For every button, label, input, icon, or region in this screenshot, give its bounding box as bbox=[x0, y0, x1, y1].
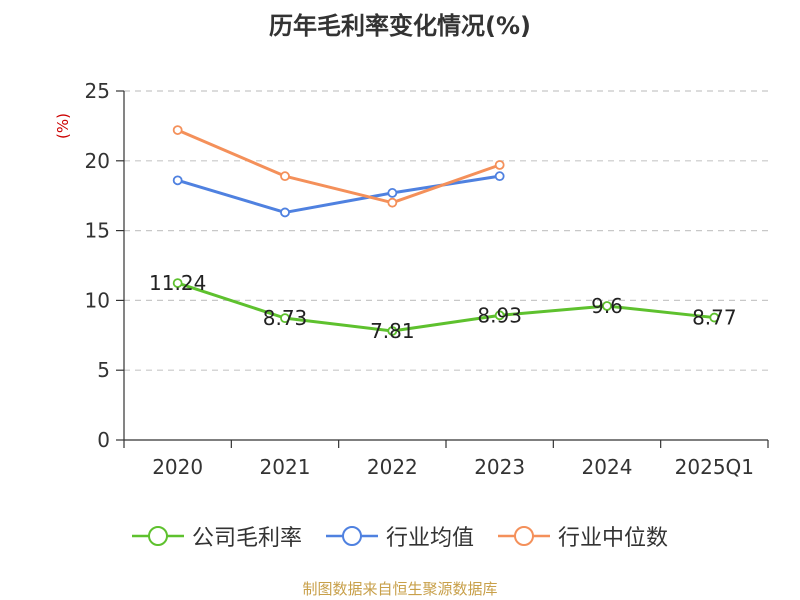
series-line bbox=[177, 128, 501, 205]
data-point bbox=[494, 171, 505, 182]
data-point bbox=[387, 188, 398, 198]
source-note: 制图数据来自恒生聚源数据库 bbox=[302, 580, 498, 598]
series-line bbox=[177, 281, 715, 333]
y-tick-label: 25 bbox=[85, 79, 110, 103]
y-tick-label: 5 bbox=[97, 358, 110, 382]
data-labels: 11.24 8.73 7.81 8.93 9.6 8.77 bbox=[149, 271, 737, 343]
data-label: 8.73 bbox=[263, 306, 308, 330]
data-point bbox=[172, 125, 183, 135]
data-point bbox=[709, 312, 720, 323]
legend-label: 行业均值 bbox=[385, 526, 474, 551]
x-tick-label: 2023 bbox=[474, 455, 525, 479]
data-point bbox=[602, 301, 612, 311]
y-tick-label: 20 bbox=[85, 149, 110, 173]
legend-marker-icon bbox=[325, 526, 378, 546]
data-label: 11.24 bbox=[149, 271, 206, 295]
x-tick-label: 2025Q1 bbox=[675, 455, 754, 479]
data-label: 9.6 bbox=[591, 294, 623, 318]
y-axis-unit-label: (%) bbox=[54, 113, 72, 139]
x-tick-label: 2022 bbox=[367, 455, 418, 479]
series-lines bbox=[172, 125, 720, 336]
legend-item[interactable]: 行业中位数 bbox=[498, 520, 668, 552]
data-label: 8.77 bbox=[692, 306, 737, 330]
x-tick-label: 2020 bbox=[152, 455, 203, 479]
x-tick-label: 2024 bbox=[582, 455, 633, 479]
chart-title: 历年毛利率变化情况(%) bbox=[269, 12, 531, 40]
data-point bbox=[280, 171, 290, 182]
legend-marker-icon bbox=[131, 526, 184, 546]
data-point bbox=[280, 207, 290, 218]
data-point bbox=[172, 278, 183, 288]
legend-label: 公司毛利率 bbox=[191, 526, 302, 551]
y-tick-label: 15 bbox=[85, 219, 110, 243]
y-tick-label: 10 bbox=[85, 288, 110, 312]
data-point bbox=[387, 326, 398, 336]
data-label: 8.93 bbox=[477, 303, 522, 327]
y-tick-label: 0 bbox=[97, 428, 110, 452]
data-point bbox=[494, 310, 505, 321]
data-label: 7.81 bbox=[370, 319, 415, 343]
data-point bbox=[387, 197, 398, 208]
x-tick-label: 2021 bbox=[260, 455, 311, 479]
data-point bbox=[172, 175, 183, 186]
axes: 0 5 10 15 20 25 2020 2021 2022 2023 2024 2025Q1 bbox=[85, 79, 769, 479]
legend-marker-icon bbox=[498, 526, 550, 546]
legend-label: 行业中位数 bbox=[558, 526, 669, 551]
data-point bbox=[280, 313, 290, 324]
gridlines bbox=[124, 90, 768, 371]
legend-item[interactable]: 公司毛利率 bbox=[131, 520, 302, 552]
line-chart: 0 5 10 15 20 25 2020 2021 2022 2023 2024 2025Q1 (%)… bbox=[54, 79, 769, 479]
legend: 公司毛利率 行业均值 行业中位数 bbox=[0, 520, 800, 552]
legend-item[interactable]: 行业均值 bbox=[325, 520, 474, 552]
data-point bbox=[494, 160, 505, 170]
